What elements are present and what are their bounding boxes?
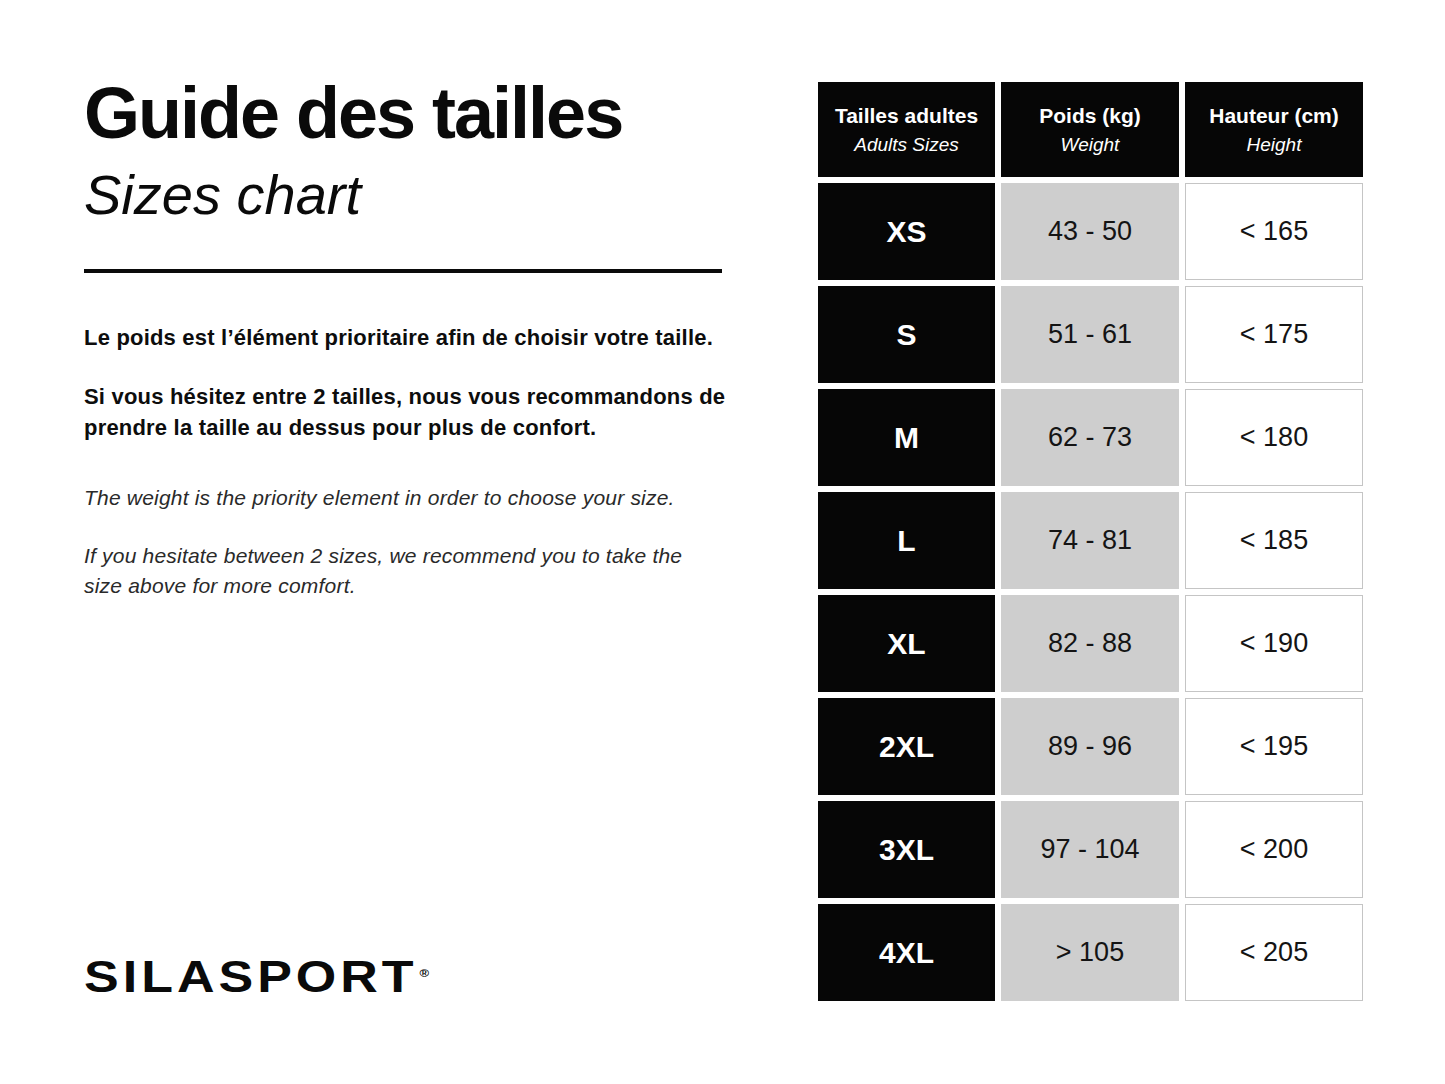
column-header-sizes: Tailles adultes Adults Sizes (818, 82, 995, 177)
divider-line (84, 269, 722, 273)
weight-cell-s: 51 - 61 (1001, 286, 1179, 383)
size-cell-2xl: 2XL (818, 698, 995, 795)
height-cell-s: < 175 (1185, 286, 1363, 383)
size-table: Tailles adultes Adults Sizes Poids (kg) … (818, 82, 1363, 1001)
column-header-weight-en: Weight (1061, 131, 1120, 158)
column-header-height-en: Height (1247, 131, 1302, 158)
height-cell-xs: < 165 (1185, 183, 1363, 280)
column-header-weight-fr: Poids (kg) (1039, 101, 1141, 131)
size-cell-3xl: 3XL (818, 801, 995, 898)
column-header-weight: Poids (kg) Weight (1001, 82, 1179, 177)
column-header-height: Hauteur (cm) Height (1185, 82, 1363, 177)
height-cell-4xl: < 205 (1185, 904, 1363, 1001)
column-header-sizes-en: Adults Sizes (854, 131, 959, 158)
size-cell-4xl: 4XL (818, 904, 995, 1001)
size-cell-l: L (818, 492, 995, 589)
intro-panel: Guide des tailles Sizes chart Le poids e… (84, 0, 774, 1084)
page-title: Guide des tailles (84, 72, 622, 154)
weight-cell-4xl: > 105 (1001, 904, 1179, 1001)
weight-cell-3xl: 97 - 104 (1001, 801, 1179, 898)
registered-trademark-icon: ® (420, 967, 430, 980)
size-cell-xs: XS (818, 183, 995, 280)
height-cell-3xl: < 200 (1185, 801, 1363, 898)
height-cell-xl: < 190 (1185, 595, 1363, 692)
column-header-height-fr: Hauteur (cm) (1209, 101, 1339, 131)
silasport-logo: SILASPORT® (84, 952, 429, 1002)
height-cell-l: < 185 (1185, 492, 1363, 589)
page-subtitle: Sizes chart (84, 162, 361, 227)
column-header-sizes-fr: Tailles adultes (835, 101, 978, 131)
weight-cell-m: 62 - 73 (1001, 389, 1179, 486)
size-cell-xl: XL (818, 595, 995, 692)
size-cell-s: S (818, 286, 995, 383)
weight-cell-l: 74 - 81 (1001, 492, 1179, 589)
size-cell-m: M (818, 389, 995, 486)
weight-cell-xl: 82 - 88 (1001, 595, 1179, 692)
brand-wordmark: SILASPORT (84, 953, 418, 1002)
intro-fr-weight-priority: Le poids est l’élément prioritaire afin … (84, 322, 713, 353)
intro-en-weight-priority: The weight is the priority element in or… (84, 483, 675, 513)
height-cell-2xl: < 195 (1185, 698, 1363, 795)
height-cell-m: < 180 (1185, 389, 1363, 486)
weight-cell-xs: 43 - 50 (1001, 183, 1179, 280)
intro-fr-hesitate: Si vous hésitez entre 2 tailles, nous vo… (84, 381, 734, 443)
intro-en-hesitate: If you hesitate between 2 sizes, we reco… (84, 541, 704, 601)
weight-cell-2xl: 89 - 96 (1001, 698, 1179, 795)
